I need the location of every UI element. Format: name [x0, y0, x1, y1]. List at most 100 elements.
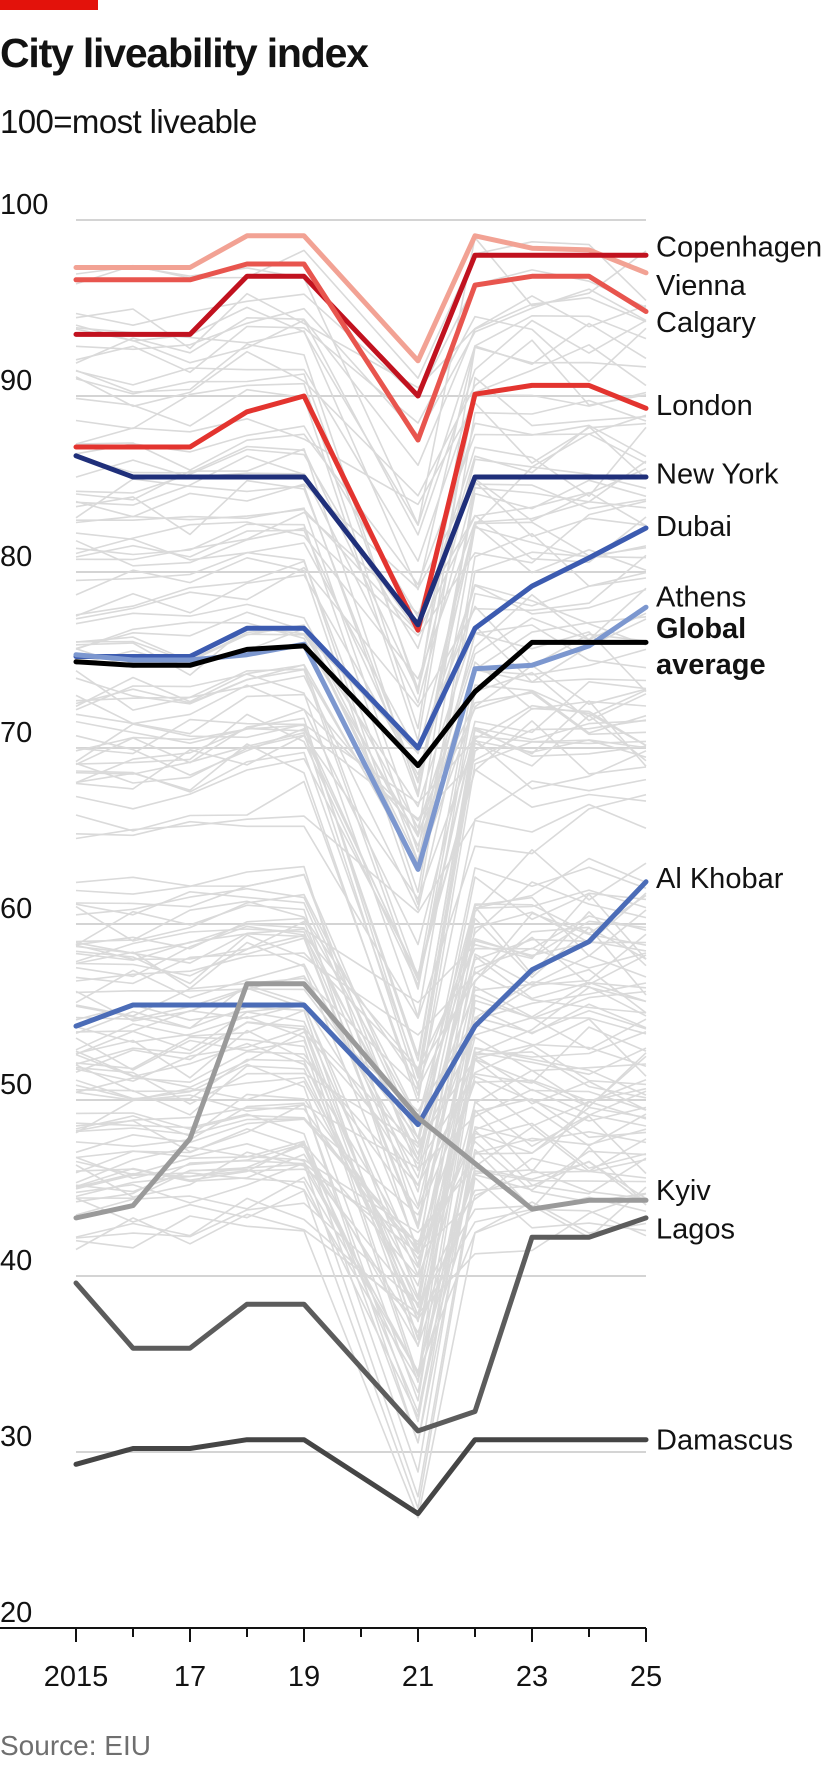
background-city-lines: [75, 236, 647, 1519]
background-city-line: [75, 719, 647, 820]
background-city-line: [75, 339, 647, 497]
background-city-line: [75, 968, 647, 1187]
series-line-london: [73, 382, 649, 633]
background-city-line: [75, 881, 647, 1085]
background-city-line: [75, 376, 647, 730]
background-city-line: [75, 671, 647, 1018]
background-city-line: [75, 1021, 647, 1348]
background-city-line: [75, 1036, 647, 1255]
series-label-new-york: New York: [656, 458, 779, 490]
background-city-line: [75, 1055, 647, 1321]
background-city-line: [75, 478, 647, 798]
background-city-line: [75, 466, 647, 784]
background-city-line: [75, 319, 647, 536]
background-city-line: [75, 939, 647, 1179]
series-line-dubai: [73, 525, 649, 751]
chart-title: City liveability index: [0, 30, 369, 76]
highlighted-series-lines: [73, 233, 649, 1517]
y-tick-label: 100: [0, 189, 48, 221]
background-city-line: [75, 1098, 647, 1444]
series-line-al-khobar: [73, 879, 649, 1128]
background-city-line: [75, 574, 647, 776]
background-city-line: [75, 1093, 647, 1260]
y-tick-label: 90: [0, 365, 32, 397]
background-city-line: [75, 1003, 647, 1276]
background-city-line: [75, 1079, 647, 1246]
background-city-line: [75, 1186, 647, 1305]
background-city-line: [75, 793, 647, 1019]
series-label-copenhagen: Copenhagen: [656, 231, 822, 263]
background-city-line: [75, 1177, 647, 1509]
series-label-vienna: Vienna: [656, 270, 747, 302]
background-city-line: [75, 707, 647, 1088]
y-tick-label: 60: [0, 893, 32, 925]
background-city-line: [75, 1169, 647, 1381]
series-label-calgary: Calgary: [656, 307, 756, 339]
series-line-calgary: [73, 261, 649, 443]
background-city-line: [75, 848, 647, 1227]
background-city-line: [75, 373, 647, 690]
series-line-damascus: [73, 1437, 649, 1517]
series-line-lagos: [73, 1215, 649, 1434]
background-city-line: [75, 1122, 647, 1375]
series-line-kyiv: [73, 981, 649, 1221]
background-city-line: [75, 501, 647, 680]
x-tick-label: 2015: [44, 1661, 109, 1693]
background-city-line: [75, 388, 647, 742]
background-city-line: [75, 1052, 647, 1144]
background-city-line: [75, 1030, 647, 1383]
background-city-line: [75, 455, 647, 704]
background-city-line: [75, 990, 647, 1266]
series-line-global-average: [73, 639, 649, 769]
y-tick-label: 20: [0, 1597, 32, 1629]
x-tick-label: 23: [516, 1661, 548, 1693]
series-label-lagos: Lagos: [656, 1213, 735, 1245]
background-city-line: [75, 1088, 647, 1169]
series-line-copenhagen: [73, 233, 649, 364]
background-city-line: [75, 560, 647, 862]
y-tick-label: 50: [0, 1069, 32, 1101]
background-city-line: [75, 692, 647, 822]
x-tick-label: 25: [630, 1661, 662, 1693]
x-axis: 2015 17 19 21 23 25: [0, 1627, 662, 1693]
y-tick-label: 80: [0, 541, 32, 573]
background-city-line: [75, 923, 647, 1155]
series-labels: Copenhagen Vienna Calgary London New York Dub…: [656, 231, 822, 1456]
background-city-line: [75, 500, 647, 637]
y-tick-label: 40: [0, 1245, 32, 1277]
series-line-new-york: [73, 453, 649, 628]
series-label-al-khobar: Al Khobar: [656, 863, 784, 895]
background-city-line: [75, 1157, 647, 1254]
x-tick-label: 19: [288, 1661, 320, 1693]
background-city-line: [75, 551, 647, 906]
series-label-athens: Athens: [656, 582, 746, 614]
background-city-line: [75, 296, 647, 467]
series-label-kyiv: Kyiv: [656, 1175, 711, 1207]
background-city-line: [75, 912, 647, 1230]
y-axis-tick-labels: 20 30 40 50 60 70 80 90 100: [0, 189, 48, 1629]
background-city-line: [75, 757, 647, 976]
series-label-dubai: Dubai: [656, 511, 732, 543]
background-city-line: [75, 491, 647, 634]
chart-subtitle: 100=most liveable: [0, 103, 257, 140]
background-city-line: [75, 915, 647, 1070]
background-city-line: [75, 315, 647, 424]
background-city-line: [75, 1160, 647, 1305]
background-city-line: [75, 1054, 647, 1301]
background-city-line: [75, 738, 647, 1075]
series-line-athens: [73, 604, 649, 872]
background-city-line: [75, 1115, 647, 1473]
background-city-line: [75, 467, 647, 590]
background-city-line: [75, 288, 647, 436]
background-city-line: [75, 1018, 647, 1187]
background-city-line: [75, 917, 647, 1121]
background-city-line: [75, 402, 647, 506]
series-label-london: London: [656, 390, 753, 422]
background-city-line: [75, 896, 647, 1226]
background-city-line: [75, 587, 647, 829]
background-city-line: [75, 661, 647, 911]
y-tick-label: 30: [0, 1421, 32, 1453]
y-tick-label: 70: [0, 717, 32, 749]
background-city-line: [75, 893, 647, 1119]
